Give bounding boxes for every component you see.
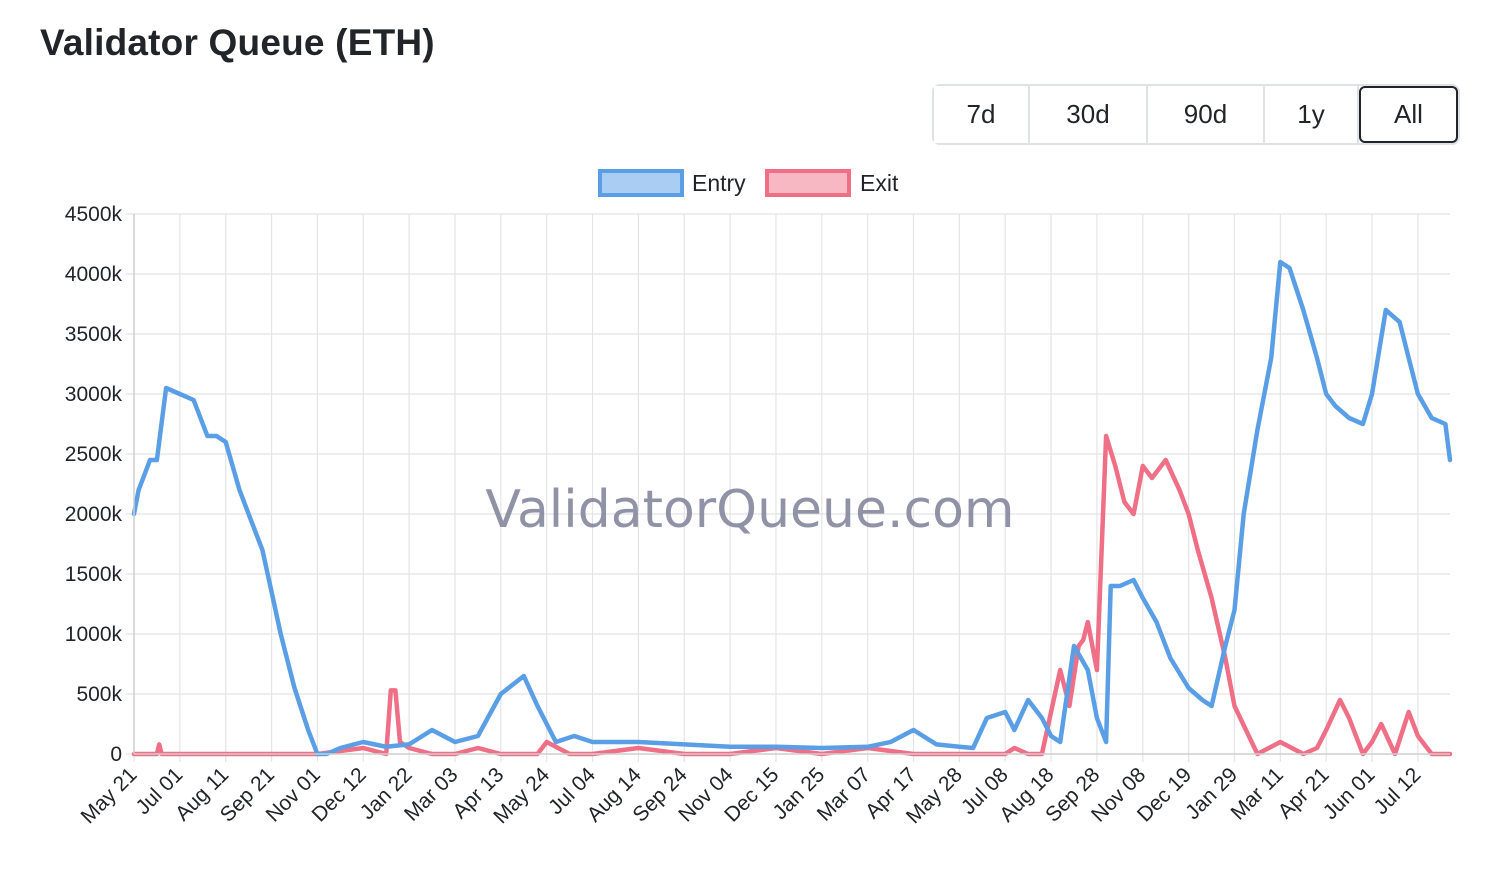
time-range-selector: 7d 30d 90d 1y All bbox=[932, 84, 1460, 145]
legend-item-entry[interactable]: Entry bbox=[598, 169, 746, 197]
validator-queue-chart: Entry Exit ValidatorQueue.com 0 500k 1000k 1… bbox=[65, 169, 1453, 828]
y-tick-label: 3500k bbox=[65, 323, 123, 346]
chart-legend[interactable]: Entry Exit bbox=[598, 169, 899, 197]
page-title: Validator Queue (ETH) bbox=[40, 22, 435, 63]
legend-swatch bbox=[765, 169, 851, 197]
range-90d-button[interactable]: 90d bbox=[1148, 86, 1265, 143]
range-1y-button[interactable]: 1y bbox=[1265, 86, 1359, 143]
y-tick-label: 1000k bbox=[65, 623, 123, 646]
x-tick-label: Jul 12 bbox=[1370, 763, 1426, 819]
watermark: ValidatorQueue.com bbox=[485, 480, 1014, 540]
y-tick-label: 2500k bbox=[65, 443, 123, 466]
y-tick-label: 4000k bbox=[65, 263, 123, 286]
y-tick-label: 0 bbox=[110, 743, 122, 766]
range-all-button[interactable]: All bbox=[1359, 86, 1458, 143]
range-7d-button[interactable]: 7d bbox=[934, 86, 1030, 143]
entry-series-line bbox=[131, 259, 1453, 757]
legend-label: Entry bbox=[692, 170, 746, 196]
x-tick-label: May 21 bbox=[77, 763, 142, 828]
legend-item-exit[interactable]: Exit bbox=[765, 169, 899, 197]
y-tick-label: 1500k bbox=[65, 563, 123, 586]
y-tick-label: 4500k bbox=[65, 203, 123, 226]
chart-grid bbox=[126, 213, 1450, 762]
y-tick-label: 3000k bbox=[65, 383, 123, 406]
range-30d-button[interactable]: 30d bbox=[1030, 86, 1148, 143]
y-tick-label: 500k bbox=[76, 683, 122, 706]
x-tick-label: Jun 01 bbox=[1319, 763, 1380, 824]
legend-swatch bbox=[598, 169, 684, 197]
legend-label: Exit bbox=[860, 170, 899, 196]
x-tick-label: Mar 11 bbox=[1226, 763, 1287, 824]
y-tick-label: 2000k bbox=[65, 503, 123, 526]
